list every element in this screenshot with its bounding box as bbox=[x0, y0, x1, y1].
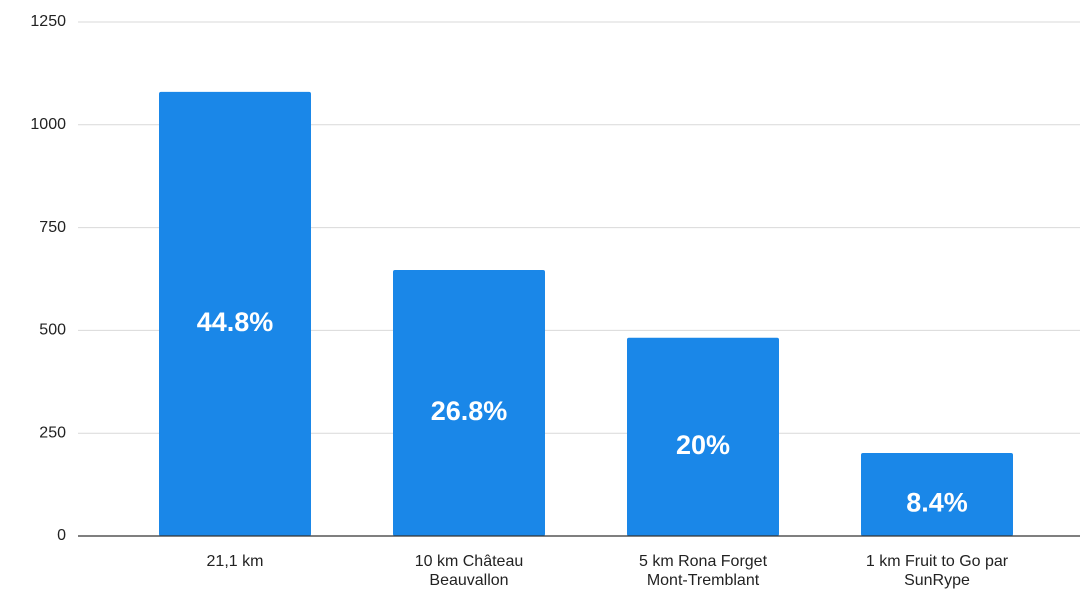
x-tick-label: 10 km Château Beauvallon bbox=[415, 553, 524, 589]
y-tick-label: 1000 bbox=[30, 116, 66, 133]
x-tick-label: 5 km Rona Forget Mont-Tremblant bbox=[639, 553, 768, 589]
x-tick-label: 1 km Fruit to Go par SunRype bbox=[866, 553, 1009, 589]
bar bbox=[861, 452, 1013, 536]
data-label: 8.4% bbox=[906, 488, 968, 518]
x-tick-label: 21,1 km bbox=[207, 553, 264, 570]
y-tick-label: 1250 bbox=[30, 13, 66, 30]
data-label: 20% bbox=[676, 430, 730, 460]
y-tick-label: 500 bbox=[39, 322, 66, 339]
bar bbox=[393, 269, 545, 536]
data-label: 26.8% bbox=[431, 396, 508, 426]
y-tick-label: 0 bbox=[57, 527, 66, 544]
y-tick-label: 750 bbox=[39, 219, 66, 236]
y-tick-label: 250 bbox=[39, 424, 66, 441]
data-label: 44.8% bbox=[197, 307, 274, 337]
bar bbox=[627, 337, 779, 536]
bar bbox=[159, 91, 311, 537]
